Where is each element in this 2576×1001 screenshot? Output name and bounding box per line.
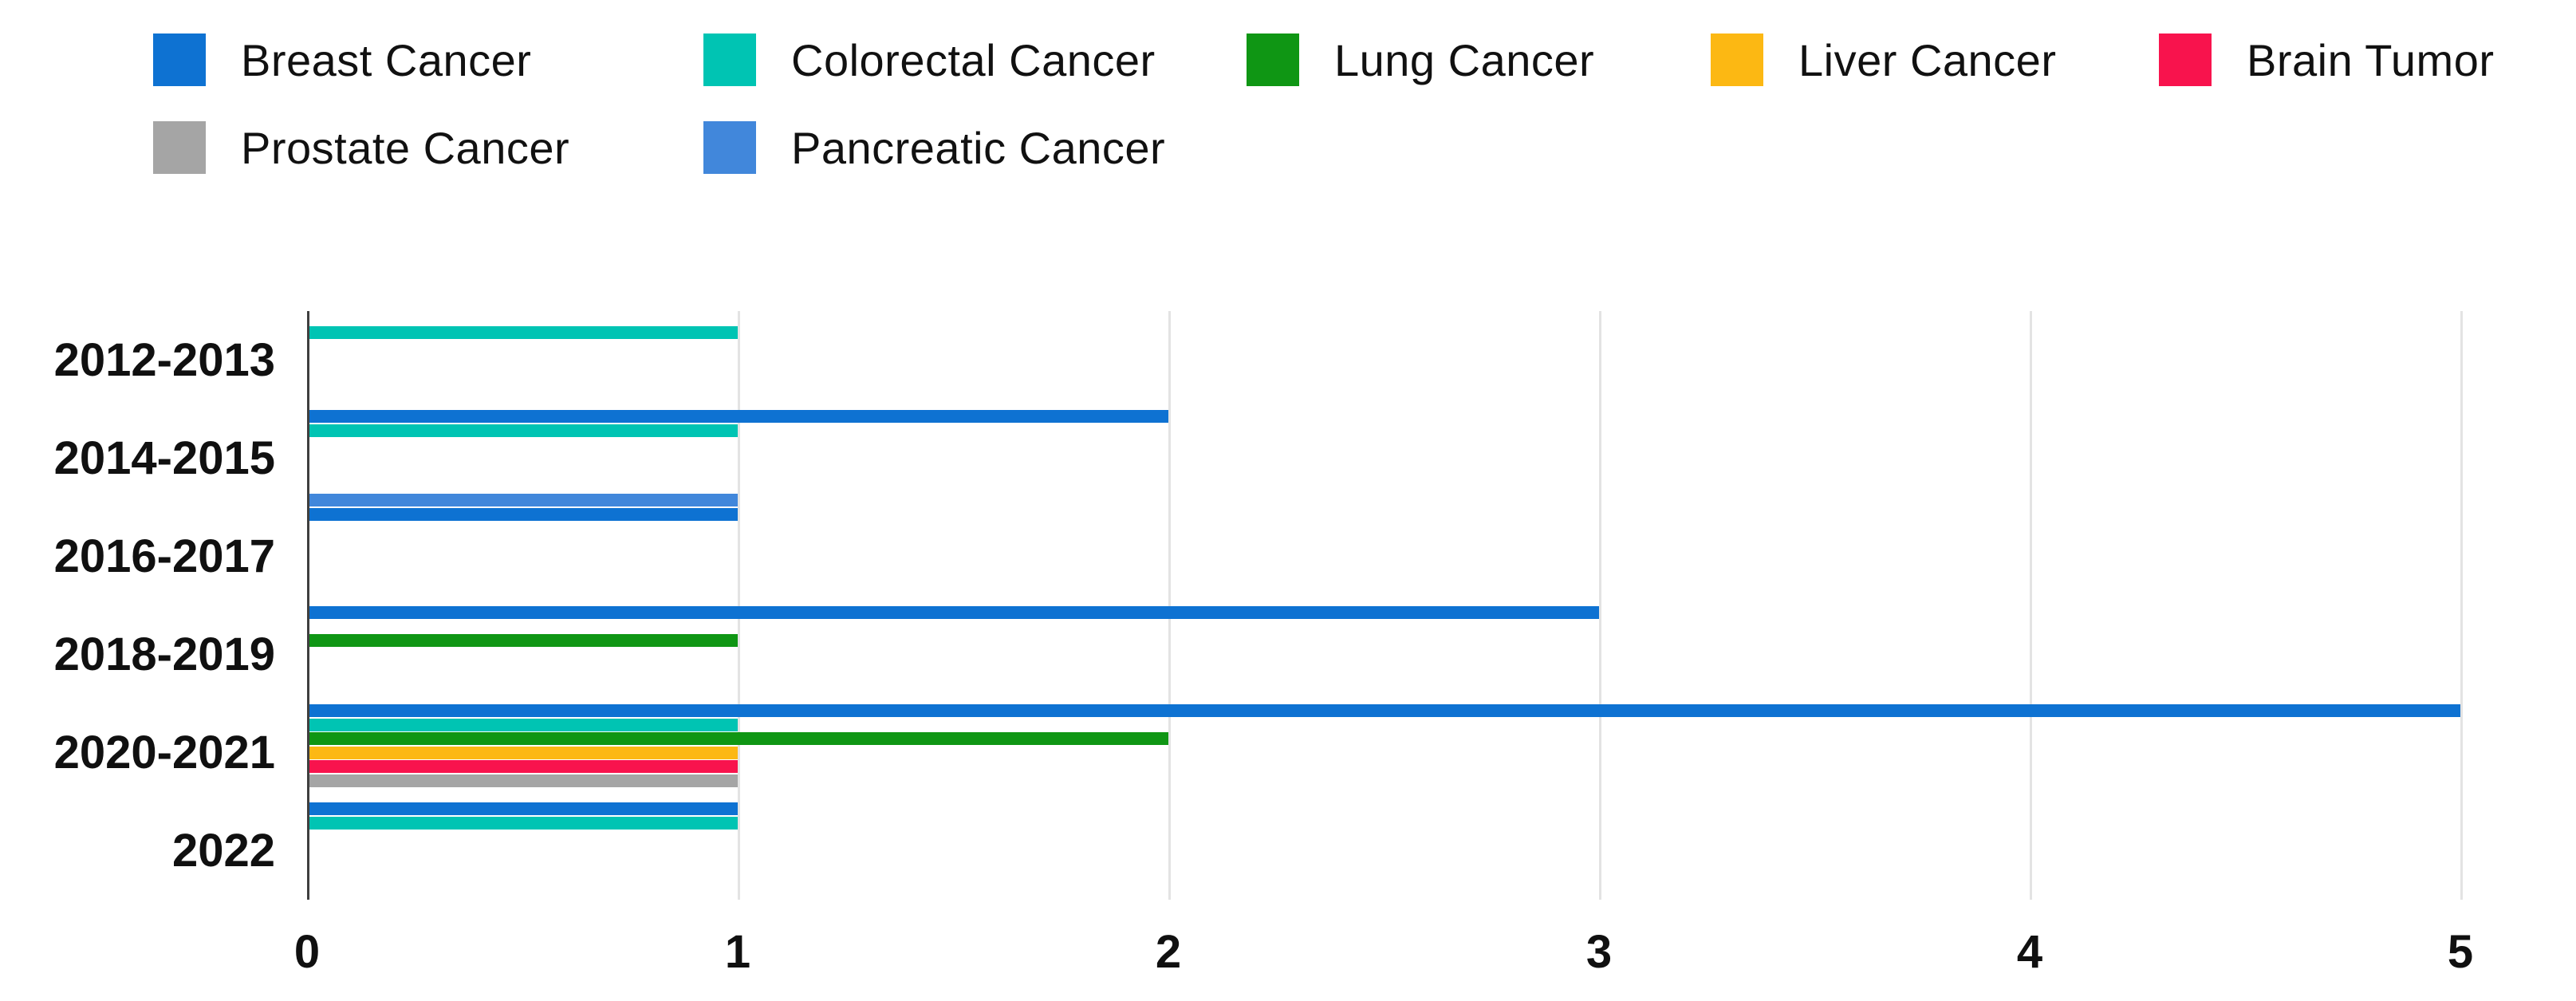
- category-label-2018-2019: 2018-2019: [53, 629, 275, 680]
- legend-label-lung-cancer: Lung Cancer: [1334, 34, 1595, 85]
- bar-2020-2021-lung-cancer[interactable]: [309, 732, 1168, 746]
- y-axis-line: [307, 311, 309, 900]
- legend-label-prostate-cancer: Prostate Cancer: [241, 122, 570, 173]
- bar-2014-2015-pancreatic-cancer[interactable]: [309, 494, 738, 507]
- gridline-x-2: [1168, 311, 1171, 900]
- x-tick-label-1: 1: [724, 926, 751, 978]
- gridline-x-5: [2460, 311, 2463, 900]
- bar-2014-2015-colorectal-cancer[interactable]: [309, 424, 738, 437]
- legend-label-pancreatic-cancer: Pancreatic Cancer: [791, 122, 1166, 173]
- gridline-x-1: [738, 311, 740, 900]
- bar-2020-2021-prostate-cancer[interactable]: [309, 774, 738, 787]
- legend-swatch-colorectal-cancer: [703, 33, 756, 86]
- bar-2020-2021-breast-cancer[interactable]: [309, 704, 2460, 718]
- x-tick-label-3: 3: [1585, 926, 1613, 978]
- legend-item-lung-cancer[interactable]: Lung Cancer: [1247, 33, 1594, 86]
- legend-swatch-brain-tumor: [2159, 33, 2212, 86]
- bar-2012-2013-colorectal-cancer[interactable]: [309, 325, 738, 339]
- legend-label-colorectal-cancer: Colorectal Cancer: [791, 34, 1156, 85]
- bar-2018-2019-breast-cancer[interactable]: [309, 606, 1599, 620]
- legend-item-brain-tumor[interactable]: Brain Tumor: [2159, 33, 2495, 86]
- legend-swatch-liver-cancer: [1711, 33, 1763, 86]
- legend-item-prostate-cancer[interactable]: Prostate Cancer: [153, 121, 569, 174]
- bar-2020-2021-brain-tumor[interactable]: [309, 760, 738, 774]
- x-tick-label-5: 5: [2447, 926, 2474, 978]
- legend-swatch-pancreatic-cancer: [703, 121, 756, 174]
- bar-2022-breast-cancer[interactable]: [309, 802, 738, 816]
- legend-item-liver-cancer[interactable]: Liver Cancer: [1711, 33, 2056, 86]
- legend-swatch-breast-cancer: [153, 33, 206, 86]
- legend-label-brain-tumor: Brain Tumor: [2247, 34, 2495, 85]
- x-tick-label-0: 0: [293, 926, 321, 978]
- plot-area: [307, 311, 2463, 900]
- category-label-2012-2013: 2012-2013: [53, 334, 275, 386]
- legend-item-breast-cancer[interactable]: Breast Cancer: [153, 33, 531, 86]
- legend-swatch-lung-cancer: [1247, 33, 1299, 86]
- category-label-2014-2015: 2014-2015: [53, 432, 275, 484]
- x-tick-label-4: 4: [2016, 926, 2043, 978]
- x-tick-label-2: 2: [1155, 926, 1182, 978]
- bar-2014-2015-breast-cancer[interactable]: [309, 410, 1168, 424]
- category-label-2022: 2022: [171, 825, 275, 877]
- legend-item-pancreatic-cancer[interactable]: Pancreatic Cancer: [703, 121, 1165, 174]
- legend-label-liver-cancer: Liver Cancer: [1798, 34, 2057, 85]
- bar-2018-2019-lung-cancer[interactable]: [309, 634, 738, 648]
- bar-2020-2021-liver-cancer[interactable]: [309, 746, 738, 759]
- bar-2016-2017-breast-cancer[interactable]: [309, 508, 738, 522]
- legend-swatch-prostate-cancer: [153, 121, 206, 174]
- gridline-x-3: [1599, 311, 1601, 900]
- legend-label-breast-cancer: Breast Cancer: [241, 34, 532, 85]
- category-label-2020-2021: 2020-2021: [53, 727, 275, 778]
- bar-2022-colorectal-cancer[interactable]: [309, 816, 738, 830]
- bar-2020-2021-colorectal-cancer[interactable]: [309, 718, 738, 731]
- category-label-2016-2017: 2016-2017: [53, 530, 275, 582]
- legend-item-colorectal-cancer[interactable]: Colorectal Cancer: [703, 33, 1156, 86]
- gridline-x-4: [2030, 311, 2032, 900]
